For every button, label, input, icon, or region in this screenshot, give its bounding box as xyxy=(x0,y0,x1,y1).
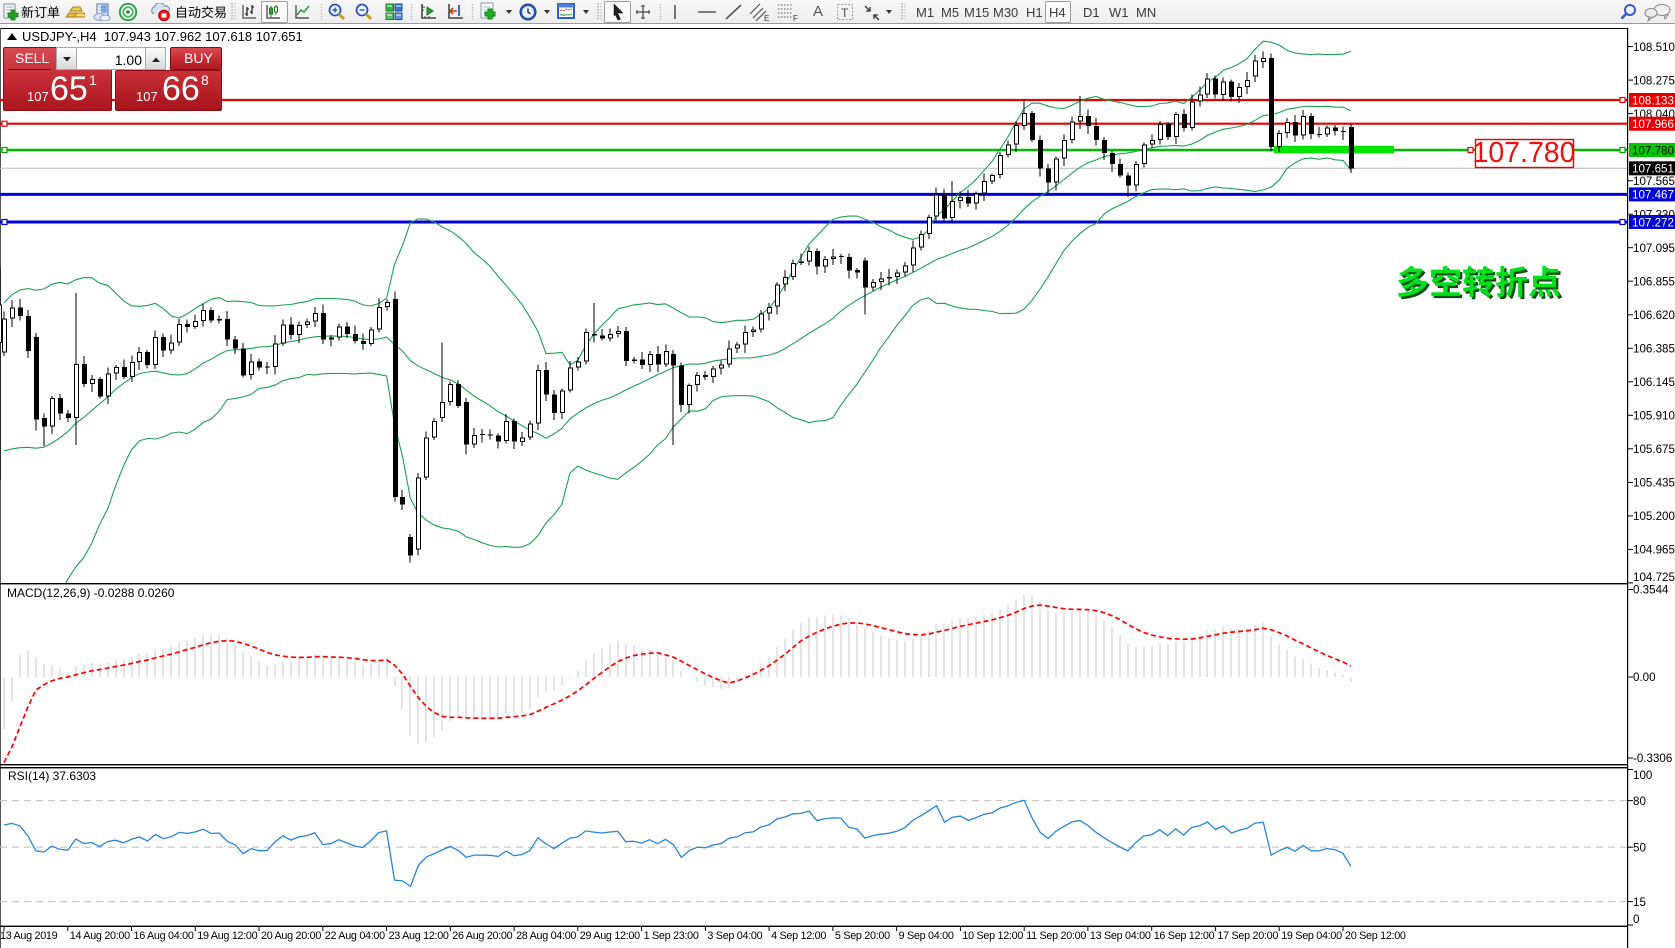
svg-text:10 Sep 12:00: 10 Sep 12:00 xyxy=(962,930,1023,942)
svg-text:107.095: 107.095 xyxy=(1633,242,1675,255)
svg-text:19 Sep 04:00: 19 Sep 04:00 xyxy=(1281,930,1342,942)
svg-text:28 Aug 04:00: 28 Aug 04:00 xyxy=(516,930,576,942)
svg-text:105.675: 105.675 xyxy=(1633,443,1675,456)
svg-text:20 Aug 20:00: 20 Aug 20:00 xyxy=(261,930,321,942)
svg-text:26 Aug 20:00: 26 Aug 20:00 xyxy=(452,930,512,942)
svg-text:107.780: 107.780 xyxy=(1632,144,1674,157)
svg-text:107.966: 107.966 xyxy=(1632,118,1674,131)
svg-text:104.965: 104.965 xyxy=(1633,544,1675,557)
svg-text:3 Sep 04:00: 3 Sep 04:00 xyxy=(707,930,762,942)
svg-text:50: 50 xyxy=(1633,841,1646,854)
svg-text:RSI(14) 37.6303: RSI(14) 37.6303 xyxy=(8,769,96,783)
svg-text:1 Sep 23:00: 1 Sep 23:00 xyxy=(644,930,699,942)
svg-text:107.651: 107.651 xyxy=(1632,163,1674,176)
svg-text:13 Sep 04:00: 13 Sep 04:00 xyxy=(1090,930,1151,942)
svg-text:4 Sep 12:00: 4 Sep 12:00 xyxy=(771,930,826,942)
svg-text:14 Aug 20:00: 14 Aug 20:00 xyxy=(70,930,130,942)
svg-text:MACD(12,26,9) -0.0288 0.0260: MACD(12,26,9) -0.0288 0.0260 xyxy=(7,586,175,600)
svg-text:108.510: 108.510 xyxy=(1633,41,1675,54)
svg-text:80: 80 xyxy=(1633,795,1646,808)
svg-text:9 Sep 04:00: 9 Sep 04:00 xyxy=(899,930,954,942)
svg-text:107.780: 107.780 xyxy=(1472,137,1575,169)
svg-text:17 Sep 20:00: 17 Sep 20:00 xyxy=(1217,930,1278,942)
svg-text:19 Aug 12:00: 19 Aug 12:00 xyxy=(197,930,257,942)
svg-text:22 Aug 04:00: 22 Aug 04:00 xyxy=(325,930,385,942)
svg-text:0: 0 xyxy=(1633,913,1639,926)
svg-text:106.855: 106.855 xyxy=(1633,275,1675,288)
svg-text:104.725: 104.725 xyxy=(1633,571,1675,584)
svg-text:-0.3306: -0.3306 xyxy=(1633,752,1672,765)
svg-text:108.275: 108.275 xyxy=(1633,74,1675,87)
svg-text:23 Aug 12:00: 23 Aug 12:00 xyxy=(389,930,449,942)
svg-text:107.272: 107.272 xyxy=(1632,216,1674,229)
svg-text:105.435: 105.435 xyxy=(1633,477,1675,490)
svg-text:0.00: 0.00 xyxy=(1633,671,1656,684)
svg-text:13 Aug 2019: 13 Aug 2019 xyxy=(0,930,58,942)
svg-text:0.3544: 0.3544 xyxy=(1633,584,1669,597)
svg-text:106.145: 106.145 xyxy=(1633,376,1675,389)
svg-text:USDJPY-,H4 107.943 107.962 10: USDJPY-,H4 107.943 107.962 107.618 107.6… xyxy=(22,29,303,44)
svg-text:16 Sep 12:00: 16 Sep 12:00 xyxy=(1154,930,1215,942)
svg-text:107.565: 107.565 xyxy=(1633,175,1675,188)
svg-text:105.910: 105.910 xyxy=(1633,410,1675,423)
svg-text:106.385: 106.385 xyxy=(1633,343,1675,356)
svg-text:20 Sep 12:00: 20 Sep 12:00 xyxy=(1345,930,1406,942)
svg-text:11 Sep 20:00: 11 Sep 20:00 xyxy=(1026,930,1086,942)
svg-text:107.467: 107.467 xyxy=(1632,189,1674,202)
svg-text:5 Sep 20:00: 5 Sep 20:00 xyxy=(835,930,890,942)
svg-text:16 Aug 04:00: 16 Aug 04:00 xyxy=(134,930,194,942)
svg-text:E: E xyxy=(764,14,769,22)
svg-text:15: 15 xyxy=(1633,896,1646,909)
svg-text:105.200: 105.200 xyxy=(1633,510,1675,523)
svg-text:T: T xyxy=(841,6,849,20)
svg-text:100: 100 xyxy=(1633,769,1652,782)
svg-text:106.620: 106.620 xyxy=(1633,309,1675,322)
svg-text:29 Aug 12:00: 29 Aug 12:00 xyxy=(580,930,640,942)
svg-text:F: F xyxy=(793,14,798,22)
svg-text:108.133: 108.133 xyxy=(1632,94,1674,107)
